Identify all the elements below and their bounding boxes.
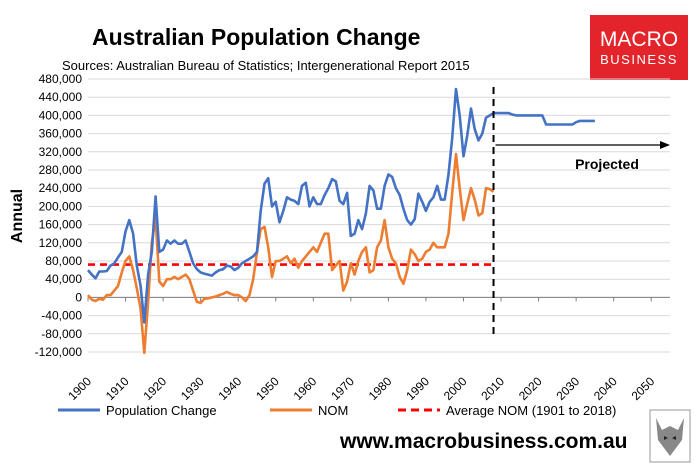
y-tick-label: 200,000 (39, 199, 83, 213)
y-axis-ticks: -120,000 -80,000 -40,000 0 40,000 80,000 120,0… (35, 72, 83, 359)
x-tick-label: 1930 (178, 374, 207, 403)
y-tick-label: 480,000 (39, 72, 83, 86)
x-tick-label: 1950 (253, 374, 282, 403)
x-axis-ticks: 1900 1910 1920 1930 1940 1950 1960 1970 1980 1990… (65, 297, 658, 403)
x-tick-label: 1900 (65, 374, 94, 403)
svg-text:NOM: NOM (318, 403, 348, 418)
series-line-population-change (87, 87, 595, 324)
legend-item-population-change: Population Change (58, 403, 217, 418)
x-tick-label: 2000 (441, 374, 470, 403)
svg-text:Population Change: Population Change (106, 403, 217, 418)
y-tick-label: 80,000 (45, 254, 82, 268)
x-tick-label: 1980 (366, 374, 395, 403)
y-tick-label: 0 (75, 290, 82, 304)
y-tick-label: 40,000 (45, 272, 82, 286)
x-tick-label: 1990 (403, 374, 432, 403)
website-url: www.macrobusiness.com.au (339, 430, 627, 453)
y-tick-label: 320,000 (39, 145, 83, 159)
x-tick-label: 1970 (328, 374, 357, 403)
y-tick-label: 280,000 (39, 163, 83, 177)
y-tick-label: 160,000 (39, 218, 83, 232)
x-tick-label: 2050 (629, 374, 658, 403)
svg-text:BUSINESS: BUSINESS (600, 52, 678, 67)
y-tick-label: 400,000 (39, 108, 83, 122)
x-tick-label: 1910 (103, 374, 132, 403)
macrobusiness-logo: MACRO BUSINESS (590, 15, 688, 80)
projection-arrow-head (660, 141, 670, 149)
y-tick-label: 360,000 (39, 127, 83, 141)
x-tick-label: 1920 (140, 374, 169, 403)
legend-item-average-nom: Average NOM (1901 to 2018) (398, 403, 616, 418)
projected-label: Projected (575, 156, 639, 172)
series-line-nom (86, 152, 495, 355)
series-layer (86, 87, 595, 355)
legend-item-nom: NOM (270, 403, 348, 418)
x-tick-label: 1960 (291, 374, 320, 403)
x-tick-label: 2030 (553, 374, 582, 403)
x-tick-label: 2010 (478, 374, 507, 403)
y-tick-label: -40,000 (41, 309, 82, 323)
svg-text:MACRO: MACRO (600, 28, 678, 51)
y-tick-label: 240,000 (39, 181, 83, 195)
wolf-logo (649, 409, 691, 463)
x-tick-label: 2040 (591, 374, 620, 403)
y-tick-label: 120,000 (39, 236, 83, 250)
chart-title: Australian Population Change (92, 24, 420, 50)
x-tick-label: 1940 (216, 374, 245, 403)
svg-text:Average NOM (1901 to 2018): Average NOM (1901 to 2018) (446, 403, 616, 418)
projection-marker: Projected (492, 87, 670, 335)
x-tick-label: 2020 (516, 374, 545, 403)
gridlines (88, 78, 670, 353)
chart-subtitle: Sources: Australian Bureau of Statistics… (62, 58, 470, 73)
y-tick-label: 440,000 (39, 90, 83, 104)
y-axis-label: Annual (9, 189, 26, 243)
y-tick-label: -80,000 (41, 327, 82, 341)
y-tick-label: -120,000 (35, 345, 83, 359)
legend: Population Change NOM Average NOM (1901 … (58, 403, 616, 418)
